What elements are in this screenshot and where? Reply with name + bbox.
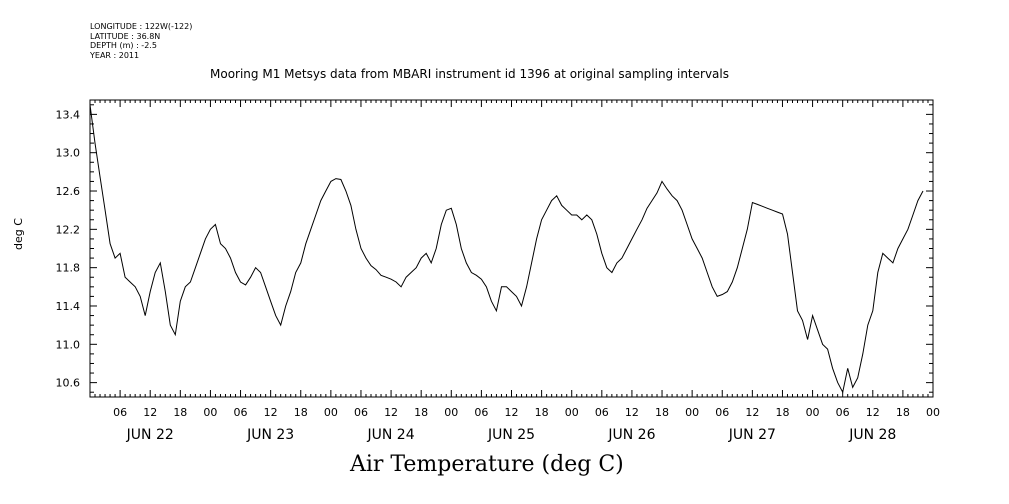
y-axis: 10.6 11.0 11.4 11.8 12.2 12.6 13.0 13.4 bbox=[56, 104, 933, 393]
x-tick-label: 06 bbox=[836, 406, 850, 419]
x-tick-label: 00 bbox=[685, 406, 699, 419]
y-tick-label: 11.0 bbox=[56, 338, 81, 351]
x-tick-label: 00 bbox=[203, 406, 217, 419]
x-tick-label: 12 bbox=[505, 406, 519, 419]
x-tick-label: 06 bbox=[354, 406, 368, 419]
day-label: JUN 22 bbox=[126, 427, 174, 443]
x-tick-label: 18 bbox=[655, 406, 669, 419]
chart-title: Mooring M1 Metsys data from MBARI instru… bbox=[210, 67, 729, 81]
x-tick-label: 00 bbox=[926, 406, 940, 419]
day-label: JUN 26 bbox=[607, 427, 655, 443]
x-tick-label: 06 bbox=[113, 406, 127, 419]
x-tick-label: 18 bbox=[535, 406, 549, 419]
y-tick-label: 13.4 bbox=[56, 108, 81, 121]
x-tick-label: 06 bbox=[234, 406, 248, 419]
x-tick-label: 18 bbox=[775, 406, 789, 419]
x-tick-label: 06 bbox=[474, 406, 488, 419]
x-axis-title: Air Temperature (deg C) bbox=[350, 452, 624, 477]
x-tick-label: 12 bbox=[745, 406, 759, 419]
x-tick-label: 12 bbox=[866, 406, 880, 419]
year-label: YEAR : 2011 bbox=[90, 50, 140, 60]
x-tick-label: 12 bbox=[143, 406, 157, 419]
x-tick-label: 18 bbox=[896, 406, 910, 419]
x-tick-label: 06 bbox=[595, 406, 609, 419]
x-tick-label: 12 bbox=[264, 406, 278, 419]
x-tick-label: 12 bbox=[384, 406, 398, 419]
x-tick-label: 12 bbox=[625, 406, 639, 419]
day-label: JUN 25 bbox=[487, 427, 535, 443]
y-tick-label: 12.6 bbox=[56, 185, 81, 198]
x-tick-label: 18 bbox=[173, 406, 187, 419]
y-tick-label: 10.6 bbox=[56, 377, 81, 390]
series-layer bbox=[89, 104, 924, 394]
metadata-block: LONGITUDE : 122W(-122) LATITUDE : 36.8N … bbox=[90, 22, 192, 60]
x-tick-label: 18 bbox=[414, 406, 428, 419]
x-tick-label: 06 bbox=[715, 406, 729, 419]
x-tick-label: 00 bbox=[444, 406, 458, 419]
latitude-label: LATITUDE : 36.8N bbox=[90, 31, 161, 41]
y-tick-label: 11.8 bbox=[56, 262, 81, 275]
y-tick-label: 13.0 bbox=[56, 147, 81, 160]
x-tick-label: 00 bbox=[324, 406, 338, 419]
x-tick-label: 18 bbox=[294, 406, 308, 419]
day-label: JUN 23 bbox=[246, 427, 294, 443]
day-label: JUN 24 bbox=[367, 427, 415, 443]
day-label: JUN 28 bbox=[848, 427, 896, 443]
depth-label: DEPTH (m) : -2.5 bbox=[90, 41, 157, 50]
longitude-label: LONGITUDE : 122W(-122) bbox=[90, 22, 193, 31]
y-tick-label: 11.4 bbox=[56, 300, 81, 313]
series-line-0 bbox=[89, 104, 924, 394]
plot-frame bbox=[89, 99, 934, 398]
x-axis: 06 12 18 00 06 12 18 00 06 12 18 00 06 12 18 00 06 12 18 00… bbox=[89, 100, 940, 443]
x-tick-label: 00 bbox=[565, 406, 579, 419]
y-tick-label: 12.2 bbox=[56, 223, 81, 236]
day-label: JUN 27 bbox=[728, 427, 776, 443]
y-axis-label: deg C bbox=[12, 218, 25, 250]
x-tick-label: 00 bbox=[806, 406, 820, 419]
